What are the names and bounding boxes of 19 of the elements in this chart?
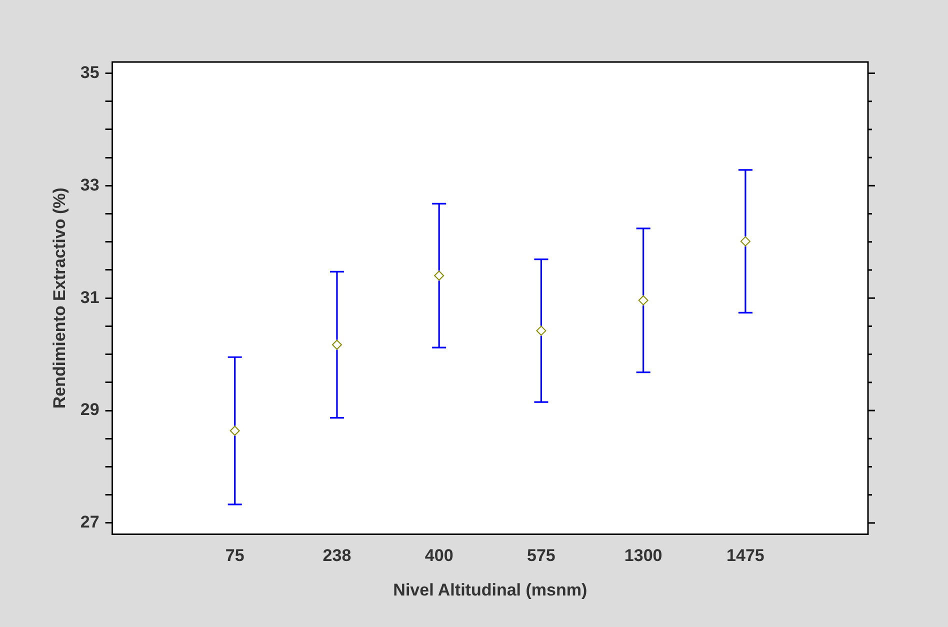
point (536, 326, 546, 336)
y-tick-label: 35 (80, 62, 100, 82)
y-tick-label: 33 (80, 175, 100, 194)
x-tick-label: 75 (225, 546, 244, 566)
x-tick-label: 1300 (624, 546, 662, 566)
point (740, 236, 750, 246)
point (332, 340, 342, 350)
y-tick-label: 31 (80, 288, 100, 307)
x-tick-label: 400 (424, 546, 454, 566)
point (230, 426, 240, 436)
y-axis-title: Rendimiento Extractivo (%) (50, 188, 69, 409)
x-tick-label: 575 (527, 546, 556, 566)
x-tick-label: 1475 (726, 546, 764, 566)
x-tick-label: 238 (322, 546, 352, 566)
y-tick-label: 29 (80, 400, 100, 420)
x-axis-title: Nivel Altitudinal (msnm) (393, 580, 588, 600)
y-tick-label: 27 (80, 512, 100, 532)
point (638, 295, 648, 306)
point (434, 270, 444, 281)
